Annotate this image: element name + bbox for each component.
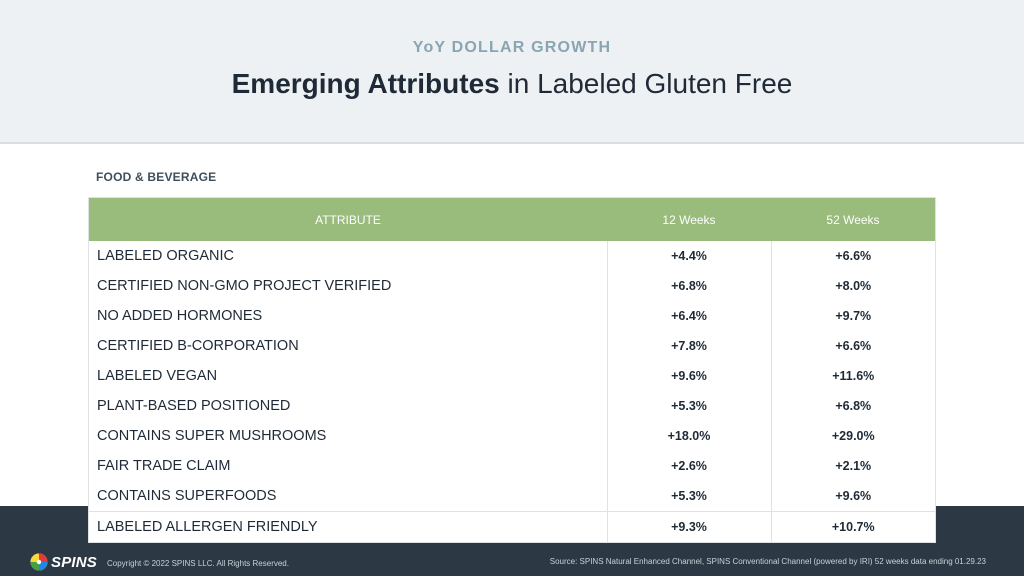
attributes-table: ATTRIBUTE 12 Weeks 52 Weeks LABELED ORGA… <box>88 197 936 543</box>
table-row: LABELED ALLERGEN FRIENDLY +9.3% +10.7% <box>88 511 936 543</box>
attribute-cell: NO ADDED HORMONES <box>97 308 263 324</box>
value-12-weeks: +18.0% <box>606 421 771 451</box>
table-row: CERTIFIED NON-GMO PROJECT VERIFIED +6.8%… <box>89 271 936 301</box>
spins-logo-text: SPINS <box>51 553 98 571</box>
attribute-cell: CONTAINS SUPERFOODS <box>97 488 277 504</box>
table-header-row: ATTRIBUTE 12 Weeks 52 Weeks <box>88 197 936 241</box>
value-52-weeks: +11.6% <box>770 361 936 391</box>
value-52-weeks: +6.6% <box>770 241 936 271</box>
value-12-weeks: +4.4% <box>606 241 771 271</box>
value-12-weeks: +6.8% <box>606 271 771 301</box>
title-bold: Emerging Attributes <box>231 68 500 99</box>
slide-header: YoY DOLLAR GROWTH Emerging Attributes in… <box>0 0 1024 144</box>
column-header-12-weeks: 12 Weeks <box>607 197 771 241</box>
table-row: LABELED VEGAN +9.6% +11.6% <box>89 361 936 391</box>
attribute-cell: FAIR TRADE CLAIM <box>97 458 231 474</box>
attribute-cell: PLANT-BASED POSITIONED <box>97 398 291 414</box>
title-rest: in Labeled Gluten Free <box>499 68 793 99</box>
attribute-cell: LABELED VEGAN <box>97 368 218 384</box>
value-12-weeks: +5.3% <box>606 481 771 512</box>
value-12-weeks: +9.3% <box>606 511 771 543</box>
spins-logo: SPINS <box>30 553 97 571</box>
value-12-weeks: +6.4% <box>606 301 771 331</box>
table-row: CONTAINS SUPER MUSHROOMS +18.0% +29.0% <box>89 421 936 451</box>
table-row: CERTIFIED B-CORPORATION +7.8% +6.6% <box>89 331 936 361</box>
attribute-cell: CERTIFIED NON-GMO PROJECT VERIFIED <box>97 278 392 294</box>
attribute-cell: LABELED ORGANIC <box>97 248 234 264</box>
slide-title: Emerging Attributes in Labeled Gluten Fr… <box>0 68 1024 100</box>
value-52-weeks: +29.0% <box>770 421 936 451</box>
table-row: PLANT-BASED POSITIONED +5.3% +6.8% <box>89 391 936 421</box>
attribute-cell: CERTIFIED B-CORPORATION <box>97 338 299 354</box>
column-header-52-weeks: 52 Weeks <box>771 197 936 241</box>
value-12-weeks: +2.6% <box>606 451 771 481</box>
value-12-weeks: +9.6% <box>606 361 771 391</box>
value-52-weeks: +6.8% <box>770 391 936 421</box>
value-12-weeks: +5.3% <box>606 391 771 421</box>
value-52-weeks: +9.7% <box>770 301 936 331</box>
column-header-attribute: ATTRIBUTE <box>88 197 607 241</box>
value-52-weeks: +10.7% <box>770 511 936 543</box>
value-12-weeks: +7.8% <box>606 331 771 361</box>
table-row: FAIR TRADE CLAIM +2.6% +2.1% <box>89 451 936 481</box>
table-row: NO ADDED HORMONES +6.4% +9.7% <box>89 301 936 331</box>
source-note: Source: SPINS Natural Enhanced Channel, … <box>549 557 986 566</box>
section-label: FOOD & BEVERAGE <box>96 170 217 184</box>
eyebrow-label: YoY DOLLAR GROWTH <box>412 39 612 56</box>
value-52-weeks: +2.1% <box>770 451 936 481</box>
copyright-text: Copyright © 2022 SPINS LLC. All Rights R… <box>107 559 289 568</box>
attribute-cell: LABELED ALLERGEN FRIENDLY <box>88 511 607 543</box>
value-52-weeks: +8.0% <box>770 271 936 301</box>
attribute-cell: CONTAINS SUPER MUSHROOMS <box>97 428 327 444</box>
value-52-weeks: +6.6% <box>770 331 936 361</box>
table-row: CONTAINS SUPERFOODS +5.3% +9.6% <box>89 481 936 512</box>
value-52-weeks: +9.6% <box>770 481 936 512</box>
table-row: LABELED ORGANIC +4.4% +6.6% <box>89 241 936 271</box>
spins-logo-icon <box>30 553 48 571</box>
